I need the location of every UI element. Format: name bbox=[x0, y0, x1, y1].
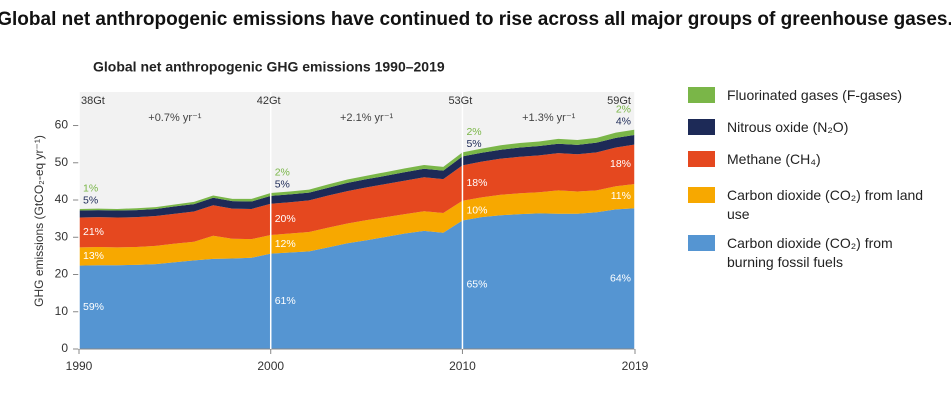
y-tick-label: 30 bbox=[55, 229, 69, 243]
growth-rate: +2.1% yr⁻¹ bbox=[340, 112, 394, 124]
x-tick-label: 2010 bbox=[449, 359, 476, 373]
share-label: 2% bbox=[275, 167, 290, 179]
y-tick-label: 40 bbox=[55, 192, 69, 206]
area bbox=[79, 183, 635, 266]
y-tick-label: 50 bbox=[55, 155, 69, 169]
area bbox=[79, 144, 635, 248]
share-label: 64% bbox=[610, 272, 631, 284]
y-axis-title: GHG emissions (GtCO₂-eq yr⁻¹) bbox=[32, 135, 46, 307]
share-label: 4% bbox=[616, 115, 631, 127]
legend-swatch bbox=[688, 87, 715, 103]
x-tick-label: 2000 bbox=[257, 359, 284, 373]
area bbox=[79, 208, 635, 349]
total-label: 59Gt bbox=[607, 95, 631, 107]
y-tick-label: 60 bbox=[55, 118, 69, 132]
legend-label: Carbon dioxide (CO₂) from land use bbox=[727, 187, 924, 222]
area bbox=[79, 129, 635, 211]
share-label: 10% bbox=[466, 204, 487, 216]
chart-title: Global net anthropogenic GHG emissions 1… bbox=[93, 59, 445, 75]
legend-swatch bbox=[688, 235, 715, 251]
area bbox=[79, 134, 635, 218]
total-label: 42Gt bbox=[257, 95, 281, 107]
legend-item: Carbon dioxide (CO₂) from burning fossil… bbox=[688, 234, 943, 272]
y-tick-label: 20 bbox=[55, 267, 69, 281]
headline: Global net anthropogenic emissions have … bbox=[0, 9, 951, 30]
total-label: 53Gt bbox=[448, 95, 472, 107]
y-tick-label: 0 bbox=[61, 341, 68, 355]
share-label: 12% bbox=[275, 238, 296, 250]
x-tick-label: 2019 bbox=[622, 359, 649, 373]
legend-item: Nitrous oxide (N₂O) bbox=[688, 118, 943, 137]
share-label: 18% bbox=[610, 158, 631, 170]
legend-label: Fluorinated gases (F-gases) bbox=[727, 87, 903, 103]
legend-item: Fluorinated gases (F-gases) bbox=[688, 86, 943, 105]
share-label: 5% bbox=[466, 138, 481, 150]
share-label: 65% bbox=[466, 279, 487, 291]
share-label: 2% bbox=[466, 126, 481, 138]
share-label: 11% bbox=[611, 190, 631, 202]
share-label: 21% bbox=[83, 226, 104, 238]
y-tick-label: 10 bbox=[55, 304, 69, 318]
share-label: 1% bbox=[83, 183, 98, 195]
share-label: 61% bbox=[275, 295, 296, 307]
legend-item: Methane (CH₄) bbox=[688, 150, 943, 169]
share-label: 18% bbox=[466, 177, 487, 189]
legend-item: Carbon dioxide (CO₂) from land use bbox=[688, 186, 943, 224]
growth-rate: +1.3% yr⁻¹ bbox=[522, 112, 576, 124]
legend-label: Nitrous oxide (N₂O) bbox=[727, 119, 849, 135]
legend-swatch bbox=[688, 187, 715, 203]
share-label: 59% bbox=[83, 301, 104, 313]
x-tick-label: 1990 bbox=[66, 359, 93, 373]
legend-swatch bbox=[688, 151, 715, 167]
share-label: 2% bbox=[616, 103, 631, 115]
share-label: 5% bbox=[275, 179, 290, 191]
share-label: 20% bbox=[275, 213, 296, 225]
growth-rate: +0.7% yr⁻¹ bbox=[148, 112, 202, 124]
legend-label: Methane (CH₄) bbox=[727, 151, 821, 167]
total-label: 38Gt bbox=[81, 95, 105, 107]
legend-label: Carbon dioxide (CO₂) from burning fossil… bbox=[727, 235, 893, 270]
legend-swatch bbox=[688, 119, 715, 135]
share-label: 5% bbox=[83, 195, 98, 207]
share-label: 13% bbox=[83, 250, 104, 262]
